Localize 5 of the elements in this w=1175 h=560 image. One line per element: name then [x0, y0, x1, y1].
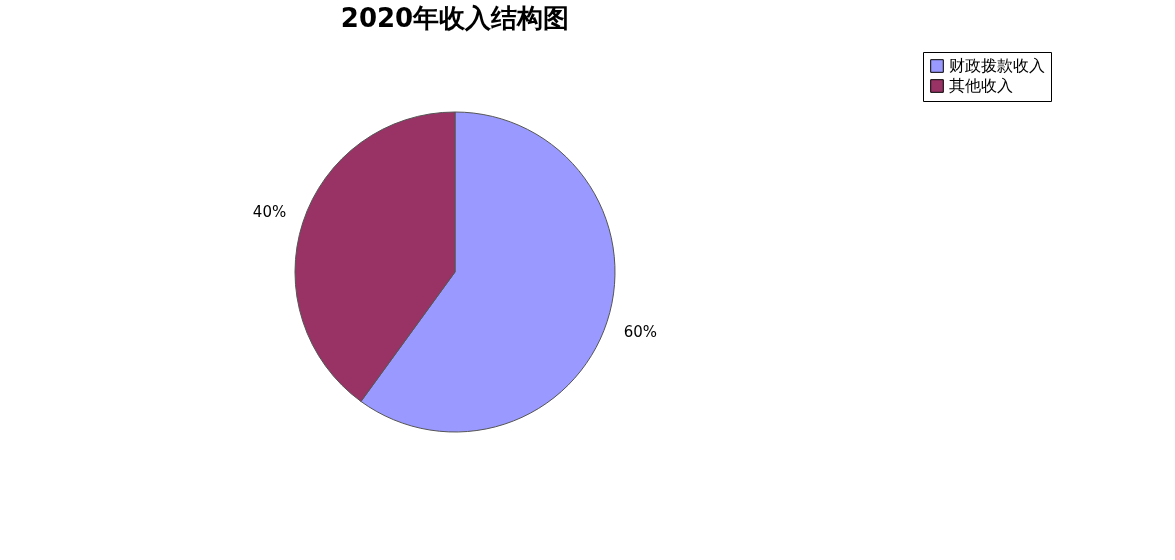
data-label: 60%	[623, 323, 658, 342]
chart-title: 2020年收入结构图	[340, 2, 570, 33]
data-label: 40%	[252, 202, 287, 221]
legend-label: 其他收入	[949, 76, 1013, 95]
legend-label: 财政拨款收入	[949, 56, 1045, 75]
